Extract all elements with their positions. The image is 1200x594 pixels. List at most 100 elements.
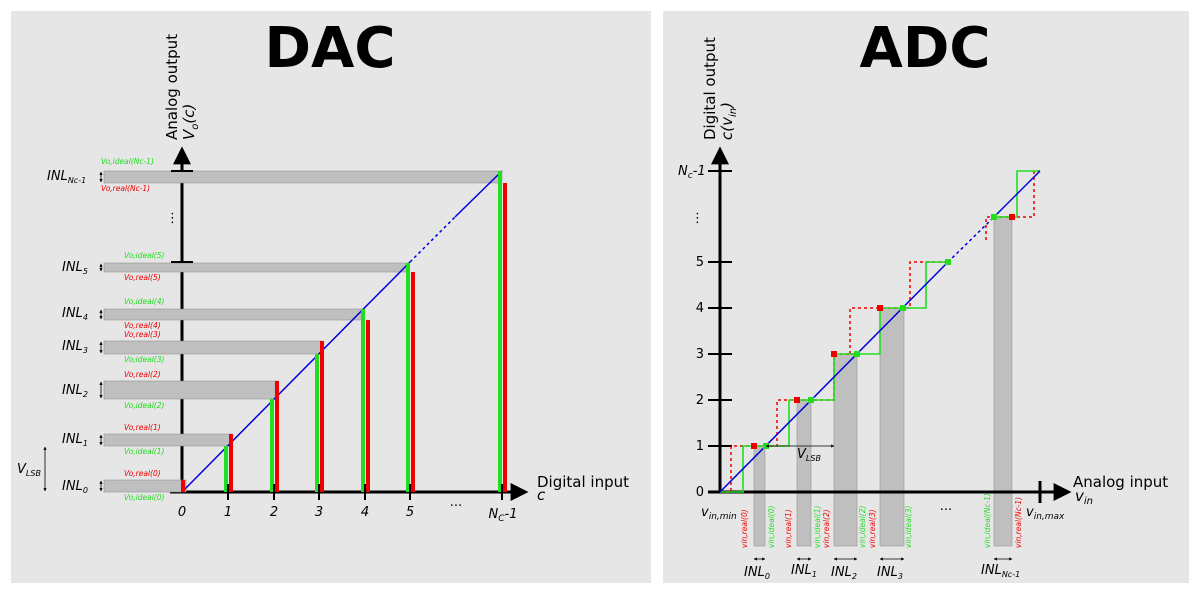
adc-x-axis-var: vin: [1075, 487, 1093, 507]
adc-inl-band: [993, 216, 1013, 547]
dac-real-label: Vo,real(3): [124, 330, 161, 339]
adc-ideal-point: [854, 351, 860, 357]
adc-y-tick-label: 1: [696, 439, 704, 454]
dac-vlsb-label: VLSB: [17, 462, 41, 478]
dac-inl-label: INL0: [62, 479, 88, 495]
adc-inl-band: [879, 307, 905, 547]
dac-y-axis-func: Vo(c): [180, 104, 201, 140]
dac-real-label: Vo,real(0): [124, 469, 161, 478]
dac-x-tick-label: 5: [406, 505, 414, 520]
adc-real-label: vin,real(Nc-1): [1014, 497, 1023, 548]
dac-panel: DAC Analog output Vo(c) Digital input c: [11, 11, 651, 583]
dac-x-tick-ellipsis: ...: [450, 495, 462, 510]
adc-ideal-point: [945, 259, 951, 265]
dac-vertical-ellipsis: ⋮: [166, 211, 179, 226]
adc-real-point: [1009, 214, 1015, 220]
adc-y-tick-label: 5: [696, 255, 704, 270]
dac-ideal-label: Vo,ideal(4): [124, 297, 165, 306]
adc-real-label: vin,real(1): [784, 509, 793, 548]
adc-y-axis-label: Digital output c(vin): [701, 37, 739, 140]
dac-inl-label: INL1: [62, 432, 88, 448]
adc-y-tick-ellipsis: ⋮: [691, 211, 704, 226]
dac-real-bar: [503, 183, 507, 492]
dac-x-tick-label: 2: [270, 505, 278, 520]
adc-value-labels: vin,real(0) vin,ideal(0) vin,real(1) vin…: [740, 493, 1023, 548]
adc-inl-band: [833, 353, 858, 547]
dac-ideal-label: Vo,ideal(3): [124, 355, 165, 364]
dac-x-tick-label: 3: [315, 505, 323, 520]
dac-real-bar: [275, 381, 279, 492]
dac-y-ticks: [171, 170, 193, 263]
dac-inl-band: [103, 479, 187, 493]
adc-inl-label: INL0: [744, 565, 770, 581]
dac-ideal-label: Vo,ideal(Nc-1): [101, 157, 154, 166]
dac-ideal-label: Vo,ideal(2): [124, 401, 165, 410]
adc-real-label: vin,real(3): [868, 509, 877, 548]
dac-inl-arrows: [43, 171, 103, 492]
adc-panel: ADC Digital output c(vin) Analog input v…: [663, 11, 1189, 583]
adc-ideal-label: vin,ideal(1): [813, 506, 822, 548]
dac-y-axis-title: Analog output: [163, 34, 181, 140]
dac-ideal-bar: [224, 446, 228, 492]
dac-real-bar: [320, 341, 324, 492]
dac-ideal-bar: [498, 171, 502, 492]
dac-ideal-line-end: [454, 170, 503, 218]
adc-vlsb-label: VLSB: [797, 447, 821, 463]
dac-inl-band: [103, 380, 279, 400]
dac-x-tick-label: 4: [361, 505, 369, 520]
adc-ideal-point: [808, 397, 814, 403]
dac-real-label: Vo,real(2): [124, 370, 161, 379]
dac-inl-band: [103, 170, 503, 184]
adc-inl-bands: [753, 216, 1013, 547]
adc-ideal-line-dashed: [947, 216, 995, 263]
dac-bars: [181, 171, 507, 492]
dac-inl-band: [103, 340, 323, 355]
dac-panel-background: [11, 11, 651, 583]
adc-ideal-point: [991, 214, 997, 220]
dac-ideal-label: Vo,ideal(1): [124, 447, 165, 456]
dac-ideal-bar: [270, 399, 274, 492]
dac-inl-labels: INLNc-1 INL5 INL4 INL3 INL2 INL1 INL0 VL…: [17, 169, 179, 495]
adc-inl-labels: INL0 INL1 INL2 INL3 INLNc-1: [744, 563, 1020, 581]
adc-y-axis-func: c(vin): [718, 102, 739, 140]
dac-x-tick-label: 1: [224, 505, 232, 520]
adc-real-label: vin,real(0): [740, 509, 749, 548]
dac-inl-label: INL5: [62, 260, 88, 276]
dac-inl-label: INL2: [62, 383, 88, 399]
adc-inl-label: INL2: [831, 565, 857, 581]
dac-real-label: Vo,real(1): [124, 423, 161, 432]
dac-ideal-line: [181, 261, 411, 493]
dac-x-tick-label: 0: [178, 505, 186, 520]
dac-real-bar: [366, 320, 370, 492]
adc-ideal-label: vin,ideal(Nc-1): [983, 493, 992, 548]
dac-real-label: Vo,real(4): [124, 321, 161, 330]
adc-title: ADC: [860, 16, 991, 81]
adc-y-tick-label: 4: [696, 301, 704, 316]
dac-real-label: Vo,real(5): [124, 273, 161, 282]
adc-real-point: [794, 397, 800, 403]
adc-y-tick-label: 3: [696, 347, 704, 362]
adc-real-point: [831, 351, 837, 357]
dac-ideal-line-dashed: [409, 216, 456, 263]
dac-x-tick-label-last: NC-1: [489, 507, 518, 524]
adc-ideal-label: vin,ideal(0): [767, 506, 776, 548]
adc-vin-max-label: vin,max: [1026, 505, 1065, 522]
dac-real-bar: [229, 434, 233, 492]
adc-ideal-label: vin,ideal(3): [904, 506, 913, 548]
adc-y-ticks: 0 1 2 3 4 5 ⋮ Nc-1: [678, 164, 732, 500]
adc-real-label: vin,real(2): [822, 509, 831, 548]
dac-title: DAC: [265, 16, 396, 81]
dac-ideal-label: Vo,ideal(5): [124, 251, 165, 260]
adc-ideal-line-end: [993, 170, 1041, 218]
dac-y-axis-label: Analog output Vo(c): [163, 34, 201, 140]
adc-inl-label: INL3: [877, 565, 903, 581]
dac-value-labels: Vo,ideal(Nc-1) Vo,real(Nc-1) Vo,ideal(5)…: [101, 157, 165, 502]
dac-x-axis-title: Digital input: [537, 473, 629, 491]
adc-ideal-label: vin,ideal(2): [858, 506, 867, 548]
adc-real-point: [877, 305, 883, 311]
dac-inl-label: INL4: [62, 306, 88, 322]
dac-inl-label: INL3: [62, 339, 88, 355]
dac-x-ticks: 0 1 2 3 4 5 ... NC-1: [178, 484, 518, 524]
adc-inl-label: INLNc-1: [981, 563, 1020, 579]
